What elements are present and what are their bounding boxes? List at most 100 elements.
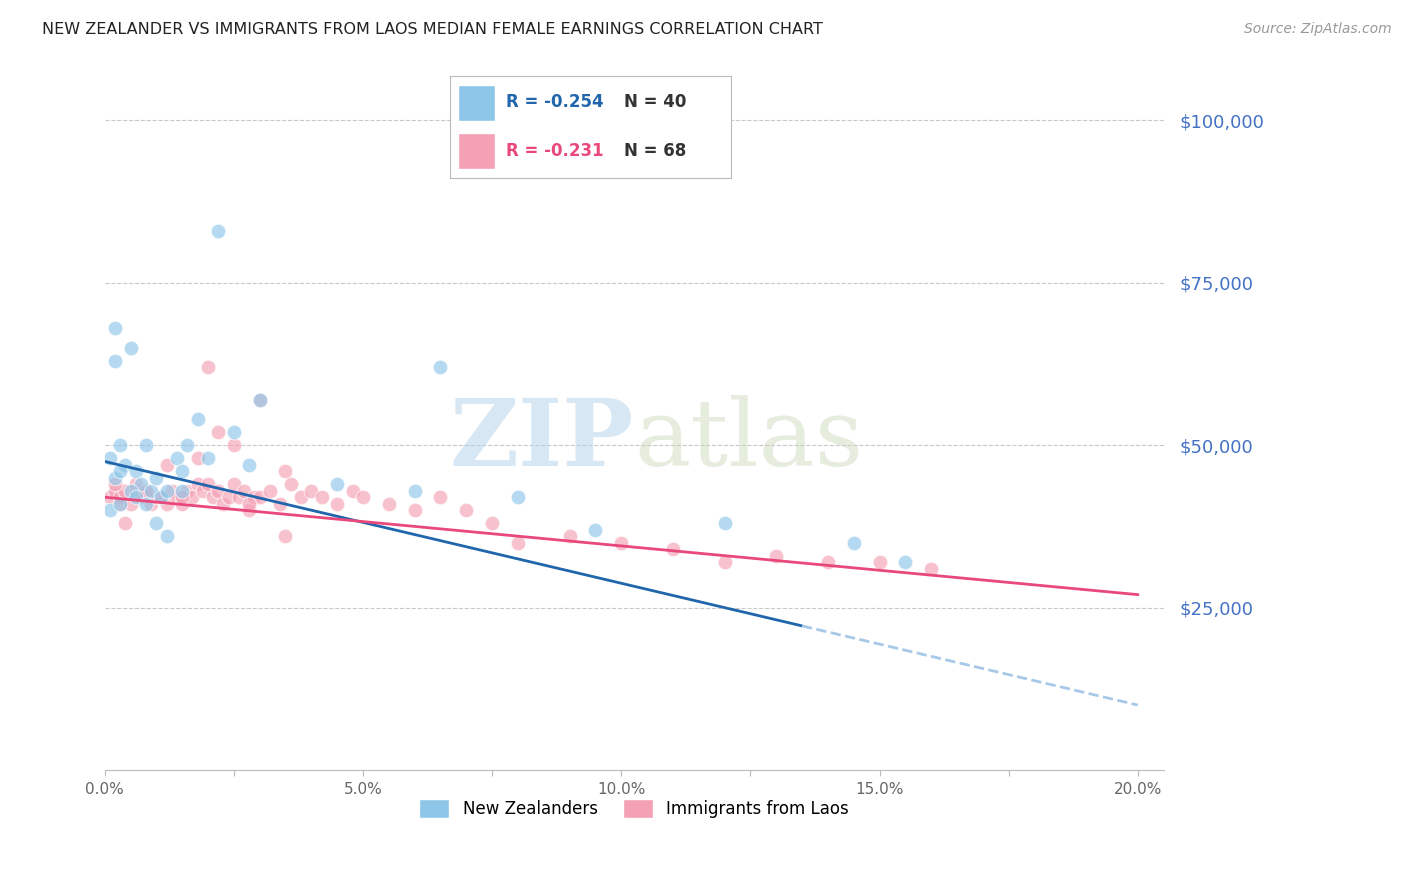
Point: [187, 451, 209, 466]
Point: [104, 321, 127, 335]
Point: [894, 555, 917, 569]
Point: [404, 483, 426, 498]
Point: [135, 497, 157, 511]
Point: [172, 490, 194, 504]
Point: [141, 483, 163, 498]
Point: [124, 490, 146, 504]
Point: [160, 483, 183, 498]
Text: R = -0.231: R = -0.231: [506, 142, 603, 160]
Point: [98, 490, 121, 504]
Point: [456, 503, 478, 517]
Point: [583, 523, 606, 537]
Point: [311, 490, 333, 504]
Point: [187, 477, 209, 491]
Point: [108, 438, 131, 452]
Point: [207, 425, 229, 440]
Point: [150, 490, 173, 504]
Point: [172, 483, 194, 498]
Point: [108, 490, 131, 504]
Point: [145, 516, 167, 531]
Point: [108, 497, 131, 511]
Point: [141, 497, 163, 511]
Point: [233, 483, 256, 498]
Point: [429, 490, 451, 504]
Point: [104, 483, 127, 498]
Point: [326, 477, 349, 491]
Point: [108, 464, 131, 478]
Point: [114, 458, 136, 472]
Text: Source: ZipAtlas.com: Source: ZipAtlas.com: [1244, 22, 1392, 37]
Point: [197, 477, 219, 491]
Point: [176, 483, 198, 498]
Point: [98, 503, 121, 517]
Point: [98, 451, 121, 466]
Point: [269, 497, 291, 511]
Point: [145, 471, 167, 485]
Point: [290, 490, 312, 504]
Text: N = 68: N = 68: [624, 142, 686, 160]
Point: [108, 497, 131, 511]
Point: [238, 503, 260, 517]
Point: [120, 483, 142, 498]
Point: [156, 458, 179, 472]
Point: [218, 490, 240, 504]
Point: [129, 490, 152, 504]
Point: [326, 497, 349, 511]
Point: [259, 483, 281, 498]
Text: NEW ZEALANDER VS IMMIGRANTS FROM LAOS MEDIAN FEMALE EARNINGS CORRELATION CHART: NEW ZEALANDER VS IMMIGRANTS FROM LAOS ME…: [42, 22, 823, 37]
Point: [222, 477, 245, 491]
Point: [172, 497, 194, 511]
Point: [172, 464, 194, 478]
Point: [181, 490, 204, 504]
Point: [342, 483, 364, 498]
Point: [120, 497, 142, 511]
Point: [197, 451, 219, 466]
Point: [299, 483, 322, 498]
Point: [129, 477, 152, 491]
Point: [249, 490, 271, 504]
Point: [222, 425, 245, 440]
Point: [124, 464, 146, 478]
Point: [202, 490, 225, 504]
Point: [817, 555, 839, 569]
Point: [187, 412, 209, 426]
Point: [104, 353, 127, 368]
Point: [506, 490, 529, 504]
Point: [114, 483, 136, 498]
Point: [238, 497, 260, 511]
Point: [135, 483, 157, 498]
Point: [207, 483, 229, 498]
Bar: [458, 133, 495, 169]
Point: [920, 561, 942, 575]
Point: [114, 516, 136, 531]
Point: [842, 535, 865, 549]
Point: [610, 535, 633, 549]
Point: [274, 464, 297, 478]
Point: [274, 529, 297, 543]
Point: [481, 516, 503, 531]
Point: [506, 535, 529, 549]
Point: [135, 438, 157, 452]
Point: [869, 555, 891, 569]
Point: [156, 483, 179, 498]
Text: N = 40: N = 40: [624, 94, 686, 112]
Point: [238, 458, 260, 472]
Point: [166, 451, 188, 466]
Point: [104, 477, 127, 491]
Point: [145, 490, 167, 504]
Point: [249, 392, 271, 407]
Point: [249, 392, 271, 407]
Point: [222, 438, 245, 452]
Point: [765, 549, 787, 563]
Bar: [458, 85, 495, 121]
Point: [207, 224, 229, 238]
Point: [124, 477, 146, 491]
Text: ZIP: ZIP: [450, 395, 634, 485]
Point: [104, 471, 127, 485]
Point: [135, 483, 157, 498]
Point: [124, 483, 146, 498]
Point: [212, 497, 235, 511]
Point: [404, 503, 426, 517]
Point: [197, 360, 219, 375]
Point: [713, 555, 735, 569]
